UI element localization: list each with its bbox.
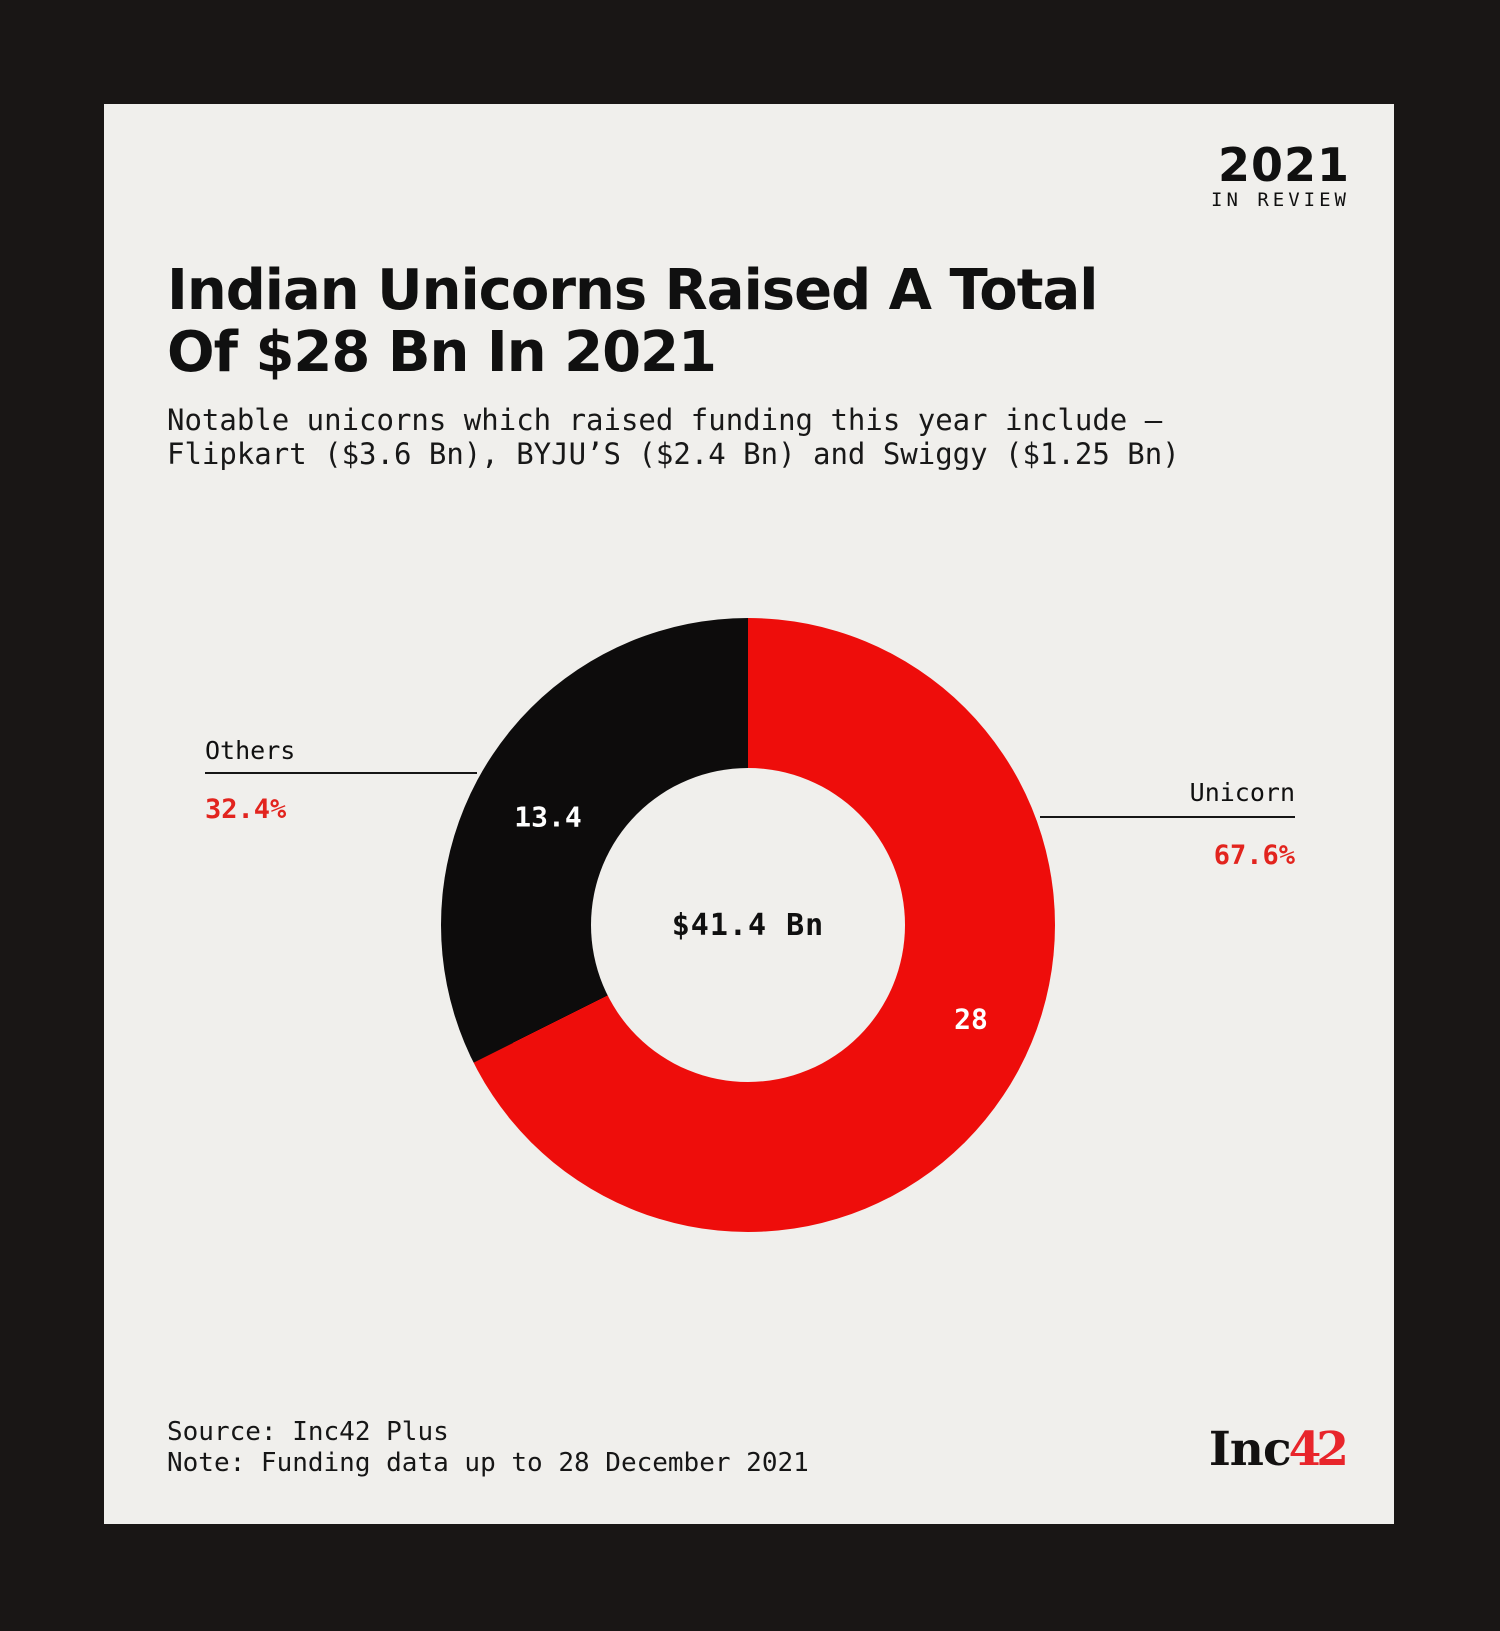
logo-text-red: 42 [1288, 1422, 1349, 1477]
note-text: Note: Funding data up to 28 December 202… [167, 1448, 809, 1478]
callout-unicorn-percent: 67.6% [1213, 840, 1295, 871]
donut-total-label: $41.4 Bn [671, 907, 825, 943]
infographic-card: 2021 IN REVIEW Indian Unicorns Raised A … [104, 104, 1394, 1524]
inc42-logo: Inc42 [1209, 1426, 1349, 1473]
callout-others-label: Others [205, 736, 296, 765]
slice-value-unicorn: 28 [954, 1002, 988, 1036]
callout-others-leader-line [205, 772, 477, 774]
slice-value-others: 13.4 [514, 800, 582, 834]
page-title: Indian Unicorns Raised A Total Of $28 Bn… [167, 258, 1098, 385]
page-subtitle: Notable unicorns which raised funding th… [167, 403, 1180, 471]
callout-unicorn-label: Unicorn [1189, 778, 1295, 807]
callout-others-percent: 32.4% [205, 794, 287, 825]
callout-unicorn-leader-line [1040, 816, 1295, 818]
year-badge: 2021 IN REVIEW [1211, 142, 1350, 210]
footer-notes: Source: Inc42 Plus Note: Funding data up… [167, 1417, 809, 1479]
donut-ring: $41.4 Bn [441, 618, 1055, 1232]
badge-year: 2021 [1217, 138, 1350, 192]
logo-text-black: Inc [1208, 1422, 1292, 1477]
badge-tagline: IN REVIEW [1211, 189, 1350, 211]
donut-hole: $41.4 Bn [591, 768, 905, 1082]
source-text: Source: Inc42 Plus [167, 1417, 449, 1447]
